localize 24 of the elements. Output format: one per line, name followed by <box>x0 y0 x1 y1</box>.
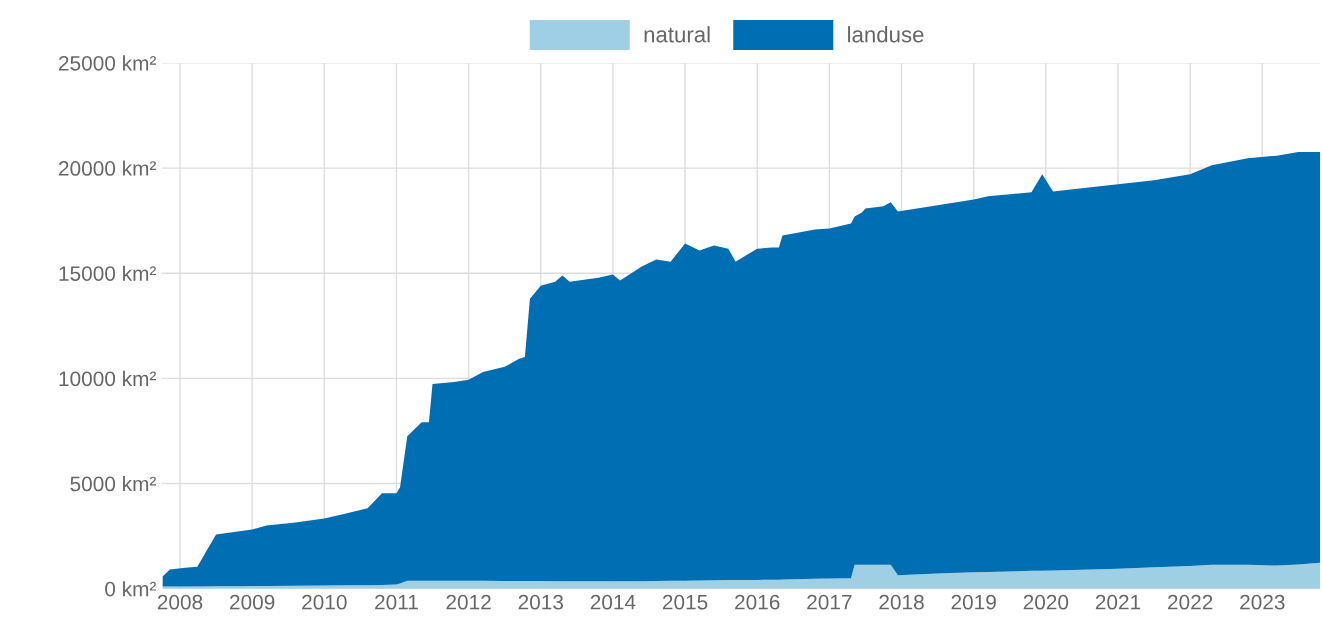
x-tick-label: 2020 <box>1023 594 1069 610</box>
y-tick-label: 5000 km² <box>70 476 156 492</box>
x-tick-label: 2012 <box>446 594 491 610</box>
x-tick-label: 2017 <box>807 594 852 610</box>
x-tick-label: 2018 <box>879 594 924 610</box>
x-tick-label: 2009 <box>230 594 275 610</box>
legend-label: landuse <box>848 26 924 43</box>
x-tick-label: 2013 <box>518 594 564 610</box>
x-tick-label: 2021 <box>1095 594 1141 610</box>
x-tick-label: 2023 <box>1240 594 1285 610</box>
x-tick-label: 2011 <box>375 594 418 610</box>
x-tick-label: 2022 <box>1168 594 1213 610</box>
x-tick-label: 2015 <box>662 594 708 610</box>
x-tick-label: 2016 <box>735 594 780 610</box>
x-tick-label: 2014 <box>590 594 636 610</box>
legend-label: natural <box>644 26 710 43</box>
y-tick-label: 10000 km² <box>59 370 156 387</box>
y-tick-label: 0 km² <box>105 581 156 597</box>
x-tick-label: 2019 <box>951 594 996 610</box>
y-tick-label: 25000 km² <box>59 55 156 71</box>
y-tick-label: 20000 km² <box>59 160 156 176</box>
x-tick-label: 2010 <box>302 594 347 610</box>
x-tick-label: 2008 <box>157 594 203 610</box>
y-tick-label: 15000 km² <box>59 265 156 281</box>
